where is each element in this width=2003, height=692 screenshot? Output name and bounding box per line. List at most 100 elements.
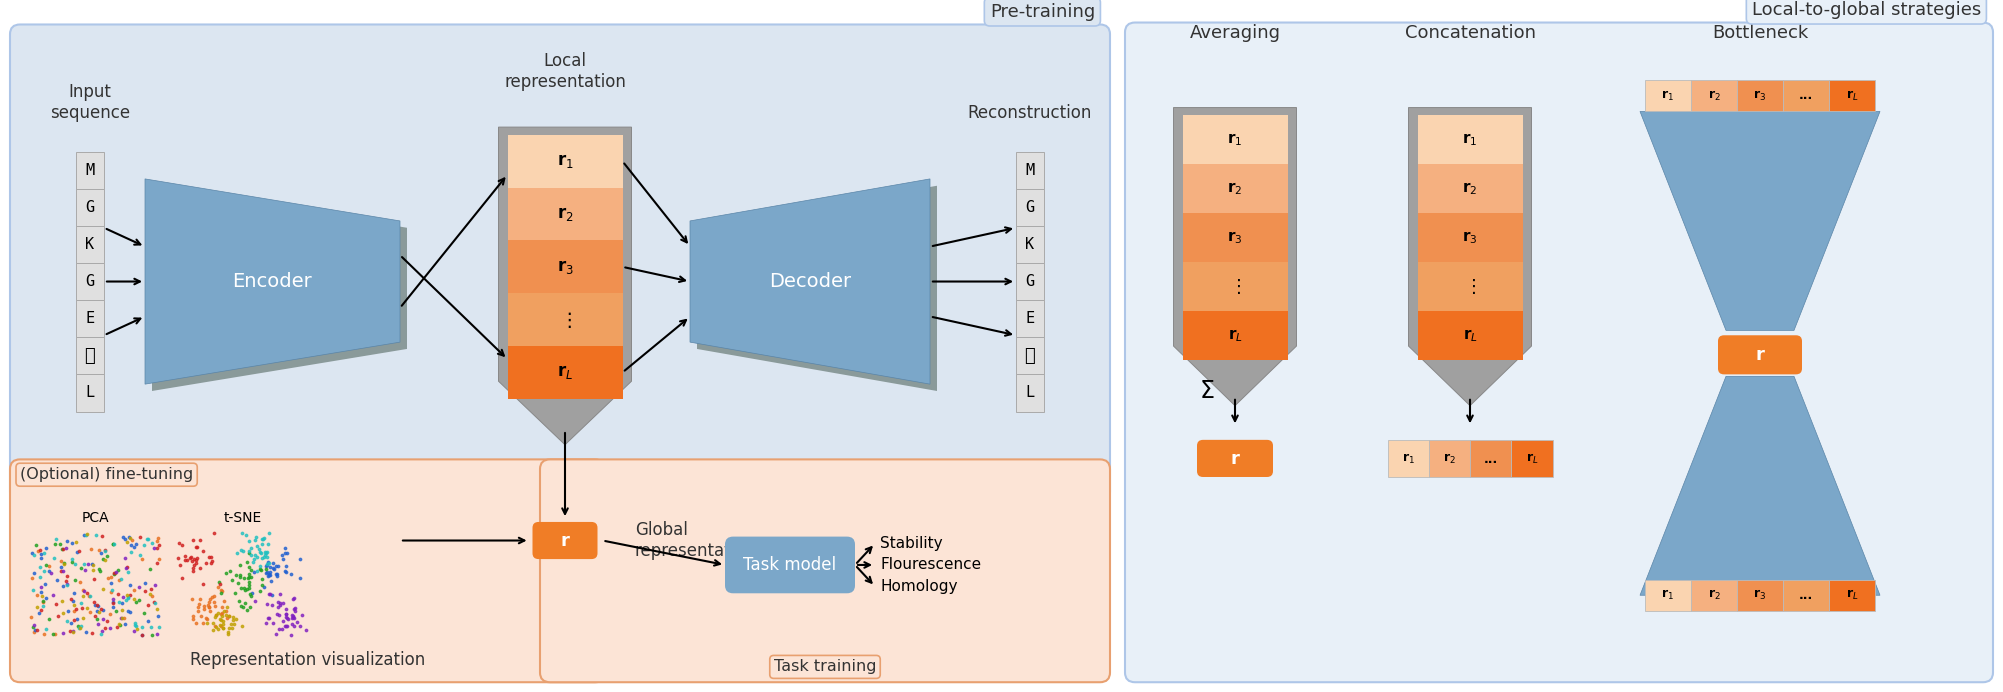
Point: [182, 601, 214, 612]
Text: $\mathbf{r}_L$: $\mathbf{r}_L$: [1526, 453, 1538, 466]
Point: [224, 583, 256, 594]
Point: [20, 601, 52, 612]
Point: [268, 620, 300, 631]
Point: [278, 612, 310, 623]
Point: [102, 575, 134, 586]
Point: [46, 627, 78, 638]
Bar: [76, 337, 104, 374]
Point: [40, 575, 72, 586]
Point: [252, 570, 284, 581]
Point: [236, 588, 268, 599]
Point: [254, 589, 286, 600]
Point: [92, 551, 124, 562]
Point: [246, 574, 278, 585]
Point: [192, 617, 224, 628]
Point: [46, 608, 78, 619]
Point: [30, 624, 62, 635]
Point: [222, 595, 254, 606]
Point: [228, 572, 260, 583]
Point: [20, 625, 52, 636]
Point: [180, 554, 212, 565]
Point: [208, 596, 240, 607]
Point: [196, 591, 228, 602]
Point: [66, 602, 98, 613]
Point: [70, 565, 102, 576]
Point: [112, 592, 144, 603]
Point: [44, 561, 76, 572]
Polygon shape: [152, 185, 407, 391]
Point: [110, 590, 142, 601]
Point: [132, 615, 164, 626]
Point: [278, 621, 310, 632]
Text: Reconstruction: Reconstruction: [967, 104, 1092, 122]
Polygon shape: [689, 179, 929, 384]
FancyBboxPatch shape: [1719, 336, 1803, 374]
Text: $\mathbf{r}_3$: $\mathbf{r}_3$: [557, 258, 573, 276]
Point: [270, 612, 302, 623]
Point: [30, 593, 62, 604]
Point: [112, 567, 144, 578]
Point: [58, 600, 90, 611]
Point: [224, 572, 256, 583]
Point: [204, 619, 236, 630]
Point: [192, 600, 224, 611]
Polygon shape: [144, 179, 401, 384]
Text: G: G: [86, 274, 94, 289]
Point: [120, 597, 152, 608]
Point: [108, 619, 140, 630]
Point: [226, 601, 258, 612]
Point: [82, 618, 114, 629]
Text: Input
sequence: Input sequence: [50, 84, 130, 122]
Point: [56, 554, 88, 565]
Point: [250, 563, 282, 574]
Point: [98, 539, 130, 550]
Point: [96, 585, 128, 596]
Point: [210, 601, 242, 612]
Bar: [1829, 80, 1875, 111]
Point: [250, 567, 282, 579]
Text: Concatenation: Concatenation: [1404, 24, 1536, 42]
Point: [234, 588, 266, 599]
Point: [258, 564, 290, 575]
Point: [54, 626, 86, 637]
Point: [206, 623, 238, 634]
Point: [204, 579, 236, 590]
Point: [102, 588, 134, 599]
Point: [96, 601, 128, 612]
Point: [108, 553, 140, 564]
Point: [238, 566, 270, 577]
Point: [56, 625, 88, 636]
Text: ⋮: ⋮: [84, 347, 96, 365]
Point: [248, 532, 280, 543]
Text: K: K: [86, 237, 94, 252]
Point: [222, 577, 254, 588]
Point: [28, 579, 60, 590]
Point: [128, 540, 160, 551]
Point: [260, 628, 292, 639]
Point: [116, 534, 148, 545]
Point: [118, 619, 150, 630]
Bar: [1691, 580, 1737, 611]
Point: [38, 552, 70, 563]
Point: [82, 601, 114, 612]
Point: [246, 579, 278, 590]
Point: [242, 543, 274, 554]
Bar: [76, 263, 104, 300]
Point: [24, 572, 56, 583]
Point: [120, 624, 152, 635]
Bar: [1016, 300, 1044, 337]
Bar: [1510, 440, 1552, 477]
Point: [140, 628, 172, 639]
Point: [238, 595, 270, 606]
Point: [48, 559, 80, 570]
Point: [224, 601, 256, 612]
Point: [252, 527, 284, 538]
Point: [96, 578, 128, 589]
Bar: [1016, 374, 1044, 412]
Point: [18, 584, 50, 595]
Point: [106, 597, 138, 608]
Point: [74, 590, 106, 601]
Point: [138, 580, 170, 591]
Point: [144, 540, 176, 551]
Point: [276, 610, 308, 621]
